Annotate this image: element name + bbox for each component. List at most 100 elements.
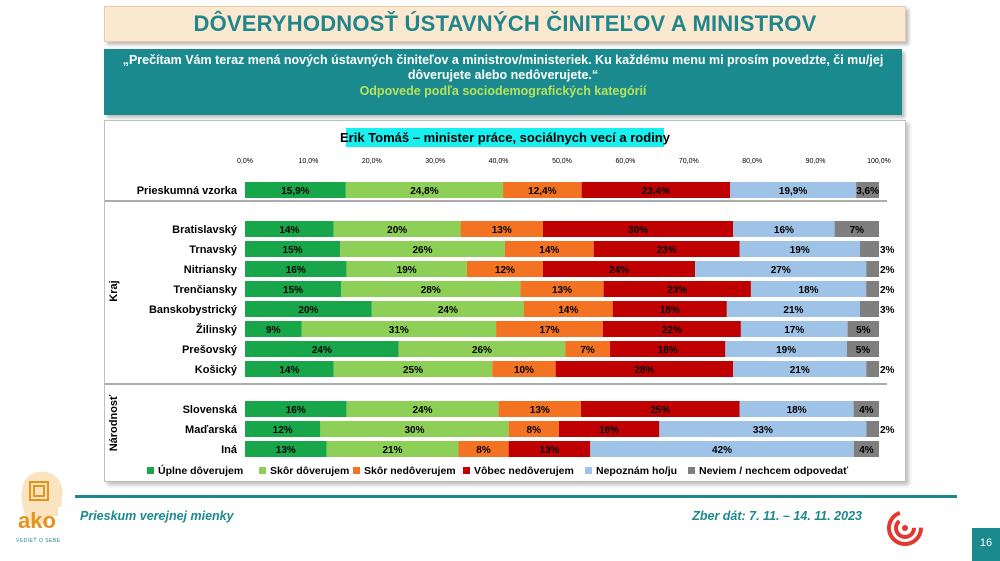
bar-data-label: 20%: [387, 225, 407, 236]
bar-data-label: 3,6%: [856, 186, 879, 197]
group-label: Národnosť: [108, 394, 120, 451]
bar-data-label: 24%: [438, 305, 458, 316]
bar-segment: [504, 241, 594, 257]
ako-logo-icon: [21, 471, 63, 524]
bar-data-label: 10%: [514, 365, 534, 376]
footer-survey-label: Prieskum verejnej mienky: [80, 509, 234, 523]
bar-data-label: 12%: [273, 425, 293, 436]
bar-data-label: 4%: [859, 405, 874, 416]
bar-data-label: 16%: [599, 425, 619, 436]
bar-segment: [245, 241, 341, 257]
bar-segment: [341, 281, 521, 297]
bar-data-label: 27%: [771, 265, 791, 276]
bar-segment: [503, 182, 582, 198]
bar-segment: [326, 441, 459, 457]
bar-data-label: 2%: [880, 265, 895, 276]
bar-segment: [866, 421, 879, 437]
bar-data-label: 20%: [298, 305, 318, 316]
bar-data-label: 26%: [472, 345, 492, 356]
logo-text: ako: [18, 508, 56, 533]
bar-segment: [508, 421, 559, 437]
bar-segment: [603, 281, 751, 297]
bar-segment: [245, 301, 372, 317]
bar-data-label: 13%: [530, 405, 550, 416]
bar-data-label: 7%: [850, 225, 865, 236]
bar-segment: [496, 321, 603, 337]
bar-data-label: 23%: [667, 285, 687, 296]
bar-segment: [458, 441, 509, 457]
bar-data-label: 25%: [403, 365, 423, 376]
bar-segment: [245, 341, 399, 357]
bar-data-label: 17%: [539, 325, 559, 336]
bar-segment: [346, 401, 499, 417]
bar-data-label: 2%: [880, 285, 895, 296]
bar-data-label: 14%: [539, 245, 559, 256]
bar-segment: [555, 361, 734, 377]
brand-swirl-icon: [887, 510, 923, 546]
legend-label: Úplne dôverujem: [158, 464, 243, 477]
bar-segment: [245, 361, 334, 377]
slide-title-box: DÔVERYHODNOSŤ ÚSTAVNÝCH ČINITEĽOV A MINI…: [104, 6, 906, 42]
bar-data-label: 19,9%: [779, 186, 807, 197]
legend-swatch: [259, 467, 266, 474]
bar-data-label: 15,9%: [281, 186, 309, 197]
bar-data-label: 21%: [790, 365, 810, 376]
slide-title: DÔVERYHODNOSŤ ÚSTAVNÝCH ČINITEĽOV A MINI…: [193, 11, 817, 36]
bar-data-label: 13%: [552, 285, 572, 296]
x-tick-label: 100,0%: [867, 158, 891, 165]
bar-data-label: 28%: [421, 285, 441, 296]
bar-segment: [245, 221, 334, 237]
x-tick-label: 20,0%: [362, 158, 382, 165]
x-tick-label: 90,0%: [806, 158, 826, 165]
bar-segment: [581, 401, 740, 417]
bar-data-label: 18%: [658, 345, 678, 356]
bar-segment: [492, 361, 556, 377]
category-label: Prešovský: [182, 344, 238, 356]
legend-swatch: [353, 467, 360, 474]
category-label: Košický: [195, 364, 238, 376]
bar-segment: [834, 221, 879, 237]
bar-segment: [750, 281, 867, 297]
category-label: Nitriansky: [184, 264, 238, 276]
category-label: Prieskumná vzorka: [137, 185, 238, 197]
x-tick-label: 80,0%: [742, 158, 762, 165]
bar-segment: [610, 341, 726, 357]
x-tick-label: 50,0%: [552, 158, 572, 165]
bar-data-label: 12,4%: [528, 186, 556, 197]
stacked-bar-chart: Erik Tomáš – minister práce, sociálnych …: [105, 128, 895, 477]
bar-data-label: 21%: [783, 305, 803, 316]
bar-data-label: 16%: [286, 405, 306, 416]
bar-segment: [333, 361, 493, 377]
bar-segment: [740, 321, 848, 337]
bar-segment: [733, 361, 867, 377]
footer-date-label: Zber dát: 7. 11. – 14. 11. 2023: [692, 509, 862, 523]
bar-segment: [612, 301, 727, 317]
footer-divider: [75, 495, 957, 498]
category-label: Banskobystrický: [149, 304, 238, 316]
bar-data-label: 19%: [397, 265, 417, 276]
bar-segment: [460, 221, 543, 237]
bar-segment: [866, 261, 879, 277]
bar-data-label: 30%: [628, 225, 648, 236]
bar-data-label: 15%: [283, 285, 303, 296]
bar-segment: [345, 182, 504, 198]
bar-segment: [581, 182, 731, 198]
category-label: Trenčiansky: [173, 284, 237, 296]
legend-swatch: [463, 467, 470, 474]
bar-data-label: 28%: [634, 365, 654, 376]
bar-segment: [245, 182, 346, 198]
bar-data-label: 24,8%: [410, 186, 438, 197]
bar-data-label: 8%: [476, 445, 491, 456]
bar-data-label: 24%: [312, 345, 332, 356]
bar-segment: [866, 281, 879, 297]
bar-segment: [346, 261, 467, 277]
bar-segment: [602, 321, 741, 337]
bar-segment: [859, 241, 879, 257]
bar-data-label: 19%: [790, 245, 810, 256]
bar-segment: [730, 182, 857, 198]
bar-segment: [856, 182, 879, 198]
legend-label: Skôr dôverujem: [270, 465, 349, 477]
bar-data-label: 5%: [856, 345, 871, 356]
category-label: Slovenská: [183, 404, 238, 416]
bar-segment: [498, 401, 582, 417]
